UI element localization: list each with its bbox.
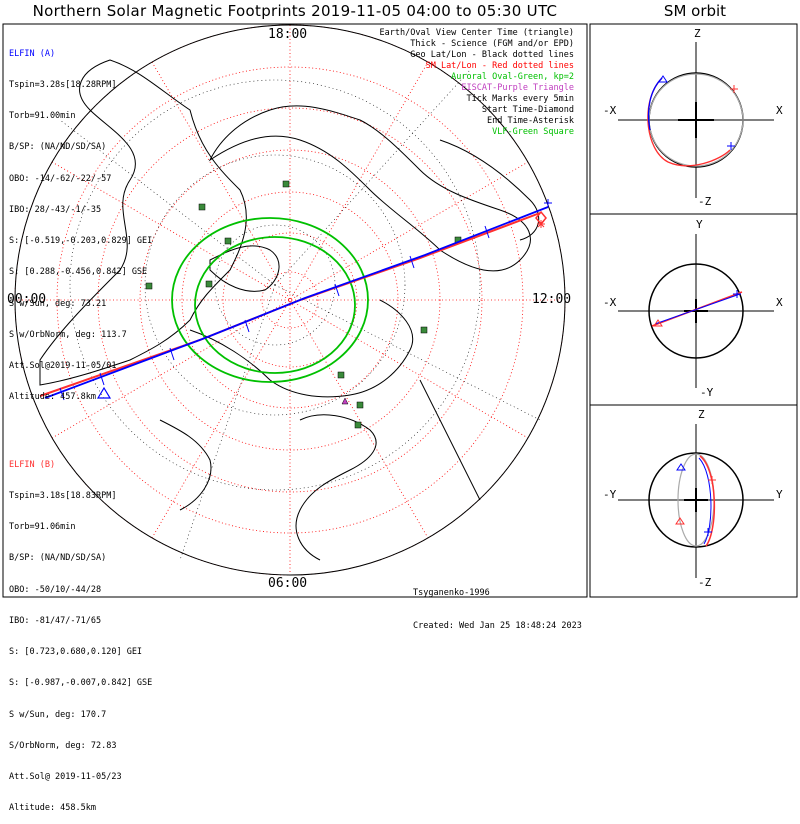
vlf-square [282,180,290,188]
orbit-frame [589,23,798,598]
footprint-map [2,23,798,598]
legend: Earth/Oval View Center Time (triangle) T… [380,28,574,138]
elfin-b-line: IBO: -81/47/-71/65 [9,615,102,626]
orbit1-top: Z [694,27,701,40]
vlf-square [205,280,213,288]
map-frame [2,23,588,598]
orbit1-bottom: -Z [698,195,712,208]
elfin-b-line: S w/Sun, deg: 170.7 [9,709,107,720]
elfin-b-line: S: [-0.987,-0.007,0.842] GSE [9,678,153,689]
elfin-a-line: Torb=91.00min [9,111,76,122]
orbit3-top: Z [698,408,705,421]
eiscat-triangle [341,397,349,405]
orbit-panel-xz [618,42,774,198]
legend-item: Geo Lat/Lon - Black dotted lines [410,50,574,60]
elfin-a-line: Att.Sol@2019-11-05/01 [9,361,117,371]
elfin-a-track [44,206,549,399]
elfin-a-line: S: [-0.519,-0.203,0.829] GEI [9,236,153,247]
elfin-a-line: Altitude: 457.8km [9,392,96,403]
model-credit: Tsyganenko-1996 [413,588,490,598]
vlf-square [145,282,153,290]
elfin-b-line: S/OrbNorm, deg: 72.83 [9,740,117,751]
elfin-a-line: S w/Sun, deg: 73.21 [9,298,107,309]
elfin-b-line: OBO: -50/10/-44/28 [9,584,102,595]
legend-item: Earth/Oval View Center Time (triangle) [379,28,574,38]
elfin-a-line: S: [0.288,-0.456,0.842] GSE [9,267,148,278]
orbit3-right: Y [776,488,783,501]
plot-title: Northern Solar Magnetic Footprints 2019-… [32,2,558,20]
elfin-a-line: S w/OrbNorm, deg: 113.7 [9,329,127,340]
elfin-a-line: Tspin=3.28s[18.28RPM] [9,80,117,91]
orbit-panel-yz [618,424,774,578]
coastlines [39,59,540,561]
legend-item: EISCAT-Purple Triangle [461,83,574,93]
legend-item: Tick Marks every 5min [466,94,574,104]
elfin-b-line: Altitude: 458.5km [9,803,96,814]
vlf-square [420,326,428,334]
elfin-a-line: IBO: 28/-43/-1/-35 [9,204,102,215]
elfin-b-line: B/SP: (NA/ND/SD/SA) [9,553,107,564]
legend-item: VLF-Green Square [492,127,574,137]
legend-item: SM Lat/Lon - Red dotted lines [425,61,574,71]
view-triangle-a [96,386,112,399]
hour-label-left: 00:00 [7,292,47,307]
orbit-panels [618,42,774,578]
hour-label-top: 18:00 [268,27,308,42]
elfin-a-line: B/SP: (NA/ND/SD/SA) [9,142,107,153]
vlf-square [224,237,232,245]
legend-item: Thick - Science (FGM and/or EPD) [410,39,574,49]
elfin-a-name: ELFIN (A) [9,48,56,59]
orbit2-right: X [776,296,783,309]
auroral-oval [171,217,369,383]
elfin-b-line: Torb=91.06min [9,522,76,533]
vlf-square [354,421,362,429]
end-asterisk-a [544,199,552,207]
elfin-b-line: Att.Sol@ 2019-11-05/23 [9,772,122,782]
end-asterisk-b [537,220,545,228]
elfin-b-line: Tspin=3.18s[18.83RPM] [9,491,117,502]
orbit-panel-xy [618,234,774,388]
legend-item: End Time-Asterisk [487,116,574,126]
hour-label-right: 12:00 [532,292,572,307]
orbit2-left: -X [603,296,617,309]
track-ticks [59,225,490,401]
legend-item: Auroral Oval-Green, kp=2 [451,72,574,82]
elfin-a-info: ELFIN (A) Tspin=3.28s[18.28RPM] Torb=91.… [9,28,152,413]
outer-boundary [14,24,566,576]
vlf-square [198,203,206,211]
orbit1-left: -X [603,104,617,117]
vlf-square [337,371,345,379]
orbit2-bottom: -Y [700,386,714,399]
legend-item: Start Time-Diamond [481,105,574,115]
vlf-square [356,401,364,409]
orbit3-left: -Y [603,488,617,501]
hour-label-bottom: 06:00 [268,576,308,591]
orbit1-right: X [776,104,783,117]
orbit-title: SM orbit [663,2,727,20]
created-credit: Created: Wed Jan 25 18:48:24 2023 [413,621,582,631]
orbit2-top: Y [696,218,703,231]
elfin-b-line: S: [0.723,0.680,0.120] GEI [9,647,143,658]
elfin-b-name: ELFIN (B) [9,459,56,470]
orbit3-bottom: -Z [698,576,712,589]
elfin-a-line: OBO: -14/-62/-22/-57 [9,173,112,184]
